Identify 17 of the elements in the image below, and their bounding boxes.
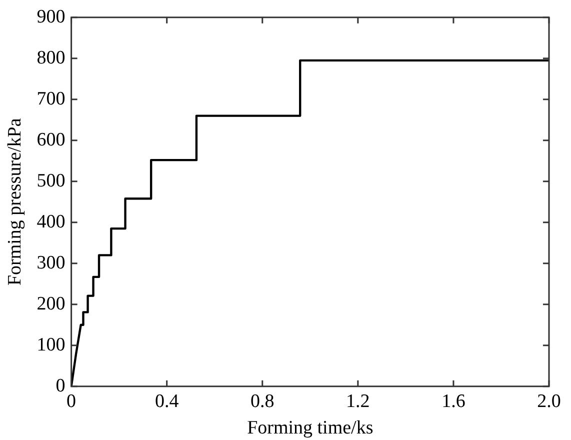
y-tick-label: 500 — [36, 170, 66, 192]
x-tick-label: 0.8 — [250, 390, 274, 412]
y-tick-label: 100 — [36, 334, 66, 356]
y-tick-label: 400 — [36, 211, 66, 232]
y-tick-label: 800 — [36, 47, 66, 68]
y-tick-label: 600 — [36, 129, 66, 150]
x-tick-label: 0.4 — [154, 390, 180, 412]
y-tick-label: 200 — [36, 293, 66, 314]
y-tick-label: 300 — [36, 252, 66, 274]
x-tick-label: 1.2 — [346, 390, 370, 412]
x-tick-label: 1.6 — [442, 390, 466, 412]
y-tick-label: 900 — [36, 6, 66, 28]
x-tick-label: 2.0 — [537, 390, 561, 412]
x-axis-title: Forming time/ks — [247, 418, 374, 439]
y-axis-title: Forming pressure/kPa — [4, 118, 26, 286]
y-tick-label: 0 — [56, 375, 66, 396]
y-tick-label: 700 — [36, 88, 66, 110]
